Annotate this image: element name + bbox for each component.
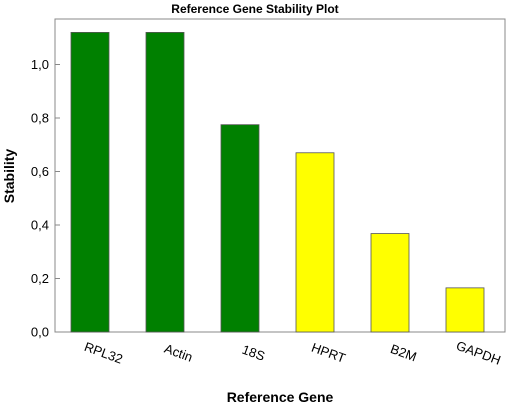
x-tick-label: GAPDH xyxy=(454,338,503,368)
bar-actin xyxy=(145,32,185,333)
y-tick-label: 0,2 xyxy=(31,271,49,286)
bar-b2m xyxy=(370,233,410,333)
y-tick-label: 0,6 xyxy=(31,164,49,179)
y-tick-label: 0,4 xyxy=(31,218,49,233)
x-tick-label: HPRT xyxy=(309,340,347,366)
bars xyxy=(70,32,485,333)
y-axis-label: Stability xyxy=(1,149,17,204)
x-tick-label: B2M xyxy=(388,341,418,364)
bar-hprt xyxy=(295,152,335,333)
bar-gapdh xyxy=(445,287,485,333)
x-tick-label: Actin xyxy=(162,341,194,365)
x-axis: RPL32 Actin 18S HPRT B2M GAPDH xyxy=(82,338,503,368)
bar-18s xyxy=(220,124,260,333)
x-tick-label: 18S xyxy=(240,342,267,364)
y-tick-label: 0,0 xyxy=(31,325,49,340)
x-tick-label: RPL32 xyxy=(82,339,124,367)
plot-frame xyxy=(54,18,506,333)
y-axis: 0,0 0,2 0,4 0,6 0,8 1,0 xyxy=(31,57,60,340)
bar-rpl32 xyxy=(70,32,110,333)
chart-title: Reference Gene Stability Plot xyxy=(171,2,338,16)
y-tick-label: 1,0 xyxy=(31,57,49,72)
x-axis-label: Reference Gene xyxy=(227,389,334,405)
y-tick-label: 0,8 xyxy=(31,111,49,126)
